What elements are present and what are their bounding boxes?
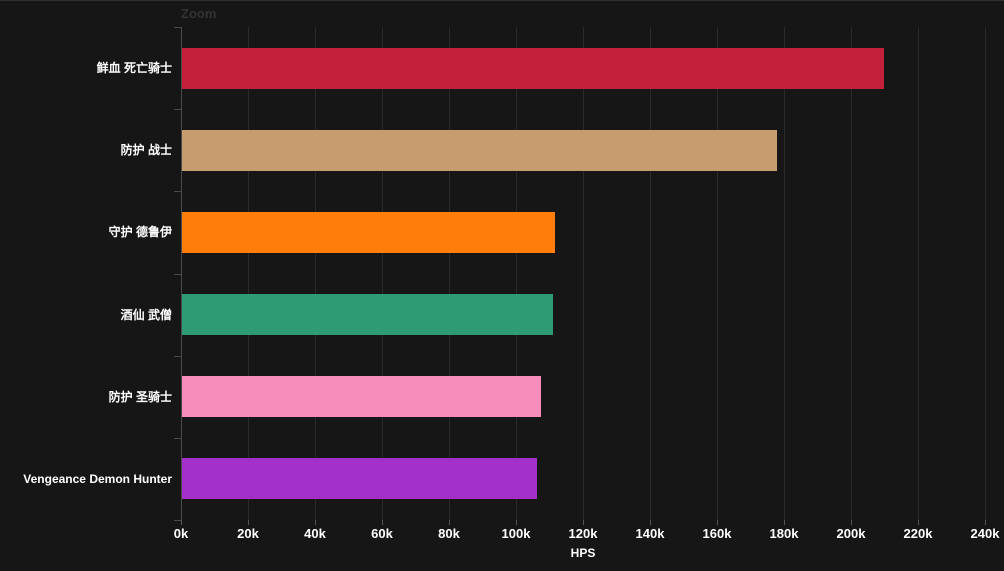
x-axis-tick-label: 40k bbox=[304, 526, 326, 541]
x-axis-tick-label: 0k bbox=[173, 526, 189, 541]
y-axis-tick bbox=[174, 27, 181, 28]
x-axis-tick bbox=[382, 520, 383, 525]
x-axis-tick-label: 220k bbox=[903, 526, 933, 541]
gridline bbox=[382, 27, 383, 520]
gridline bbox=[315, 27, 316, 520]
x-axis-tick-label: 80k bbox=[438, 526, 460, 541]
gridline bbox=[449, 27, 450, 520]
chart-bar[interactable] bbox=[182, 376, 541, 418]
category-label: 酒仙 武僧 bbox=[120, 307, 172, 322]
gridline bbox=[717, 27, 718, 520]
x-axis-tick bbox=[851, 520, 852, 525]
chart-bar[interactable] bbox=[182, 294, 553, 336]
x-axis-title: HPS bbox=[570, 546, 596, 560]
x-axis-tick bbox=[583, 520, 584, 525]
y-axis-line bbox=[181, 27, 182, 520]
x-axis-tick bbox=[248, 520, 249, 525]
y-axis-tick bbox=[174, 355, 181, 357]
category-label: 防护 圣骑士 bbox=[108, 389, 172, 404]
x-axis-tick-label: 140k bbox=[635, 526, 665, 541]
gridline bbox=[784, 27, 785, 520]
x-axis-tick bbox=[516, 520, 517, 525]
chart-bar[interactable] bbox=[182, 47, 884, 89]
zoom-label[interactable]: Zoom bbox=[181, 6, 217, 21]
category-label: 守护 德鲁伊 bbox=[108, 225, 172, 240]
x-axis-tick-label: 160k bbox=[702, 526, 732, 541]
category-label: Vengeance Demon Hunter bbox=[23, 471, 172, 486]
x-axis-tick-label: 240k bbox=[970, 526, 1000, 541]
chart-bar[interactable] bbox=[182, 129, 777, 171]
x-axis-tick-label: 60k bbox=[371, 526, 393, 541]
gridline bbox=[918, 27, 919, 520]
x-axis-tick bbox=[650, 520, 651, 525]
chart-bar[interactable] bbox=[182, 458, 537, 500]
gridline bbox=[248, 27, 249, 520]
y-axis-tick bbox=[174, 520, 181, 521]
x-axis-tick bbox=[315, 520, 316, 525]
x-axis-tick-label: 120k bbox=[568, 526, 598, 541]
chart-bar[interactable] bbox=[182, 211, 555, 253]
gridline bbox=[985, 27, 986, 520]
x-axis-tick bbox=[181, 520, 182, 525]
x-axis-tick-label: 100k bbox=[501, 526, 531, 541]
category-label: 防护 战士 bbox=[120, 143, 172, 158]
x-axis-tick-label: 180k bbox=[769, 526, 799, 541]
x-axis-tick bbox=[918, 520, 919, 525]
x-axis-tick bbox=[985, 520, 986, 525]
y-axis-tick bbox=[174, 109, 181, 111]
y-axis-tick bbox=[174, 191, 181, 193]
x-axis-tick-label: 200k bbox=[836, 526, 866, 541]
gridline bbox=[583, 27, 584, 520]
gridline bbox=[516, 27, 517, 520]
x-axis-tick bbox=[717, 520, 718, 525]
x-axis-tick bbox=[449, 520, 450, 525]
gridline bbox=[851, 27, 852, 520]
y-axis-tick bbox=[174, 437, 181, 439]
x-axis-tick-label: 20k bbox=[237, 526, 259, 541]
y-axis-tick bbox=[174, 273, 181, 275]
category-label: 鲜血 死亡骑士 bbox=[96, 61, 172, 76]
x-axis-tick bbox=[784, 520, 785, 525]
gridline bbox=[650, 27, 651, 520]
